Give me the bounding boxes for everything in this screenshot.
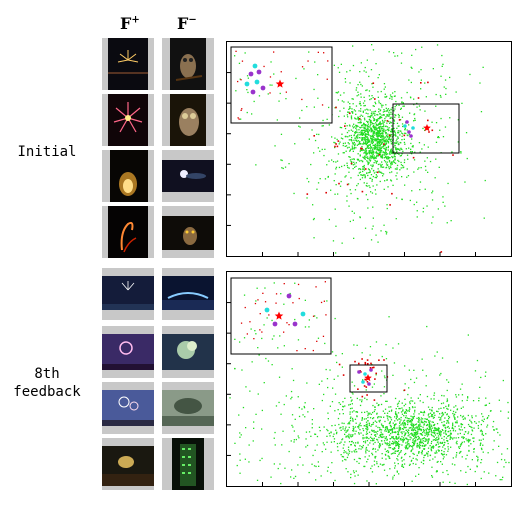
fireworks-city-icon — [102, 438, 154, 490]
fireworks-night-icon — [102, 38, 154, 90]
inset-selected-marker — [252, 63, 258, 69]
inset-positive-marker — [292, 321, 298, 327]
inset-query-star — [275, 79, 285, 88]
positive-marker — [369, 368, 373, 372]
fireworks-ground-icon — [102, 150, 154, 202]
query-star — [423, 124, 431, 132]
selected-marker — [411, 126, 415, 130]
positive-marker — [407, 130, 411, 134]
bridge-landscape-icon — [162, 382, 214, 434]
fire-dancer-icon — [102, 206, 154, 258]
axis-ticks — [227, 72, 476, 256]
negative-header-letter: F — [177, 14, 189, 33]
owl-closeup-icon — [162, 94, 214, 146]
tower-green-lights-icon — [162, 438, 214, 490]
scatter-plot-svg — [227, 277, 510, 486]
positive-marker — [357, 370, 361, 374]
owl-perched-icon — [162, 38, 214, 90]
fireworks-purple-sky-icon — [102, 326, 154, 378]
selected-marker — [403, 124, 407, 128]
selected-marker — [363, 372, 367, 376]
selected-marker — [361, 380, 365, 384]
query-star — [364, 374, 372, 382]
zoom-region-box — [349, 364, 388, 393]
inset-positive-marker — [260, 85, 266, 91]
row-label-feedback-line1: 8th — [34, 366, 60, 382]
inset-positive-marker — [286, 293, 292, 299]
row-label-initial-line: Initial — [17, 144, 77, 160]
positive-header-letter: F — [120, 14, 132, 33]
positive-marker — [409, 134, 413, 138]
owl-flying-icon — [162, 206, 214, 258]
background-points — [229, 316, 510, 486]
tree-aerial-icon — [162, 326, 214, 378]
positive-marker — [405, 120, 409, 124]
zoom-region-box — [392, 103, 460, 154]
moon-clouds-icon — [162, 150, 214, 202]
inset-positive-marker — [256, 69, 262, 75]
inset-selected-marker — [300, 311, 306, 317]
positive-header-sup: + — [131, 14, 140, 26]
zoom-inset-points — [234, 50, 330, 122]
inset-positive-marker — [250, 89, 256, 95]
inset-selected-marker — [244, 81, 250, 87]
stadium-night-icon — [162, 268, 214, 320]
positive-marker — [367, 382, 371, 386]
scatter-plot-svg — [227, 44, 486, 256]
positive-column-header: F+ — [120, 14, 140, 33]
row-label-feedback: 8th feedback — [4, 365, 90, 401]
axis-ticks — [227, 302, 476, 486]
inset-positive-marker — [272, 321, 278, 327]
fireworks-burst-icon — [102, 94, 154, 146]
row-label-feedback-line2: feedback — [13, 384, 81, 400]
negative-points — [301, 81, 454, 253]
background-points — [255, 44, 486, 254]
fireworks-harbor-icon — [102, 268, 154, 320]
scatter-panel-initial — [226, 41, 512, 257]
inset-selected-marker — [264, 307, 270, 313]
fireworks-bridge-icon — [102, 382, 154, 434]
negative-column-header: F− — [177, 14, 197, 33]
inset-positive-marker — [248, 71, 254, 77]
zoom-inset-points — [234, 281, 328, 352]
scatter-panel-feedback — [226, 271, 512, 487]
negative-header-sup: − — [188, 14, 197, 26]
inset-query-star — [274, 311, 284, 320]
negative-points — [338, 358, 406, 401]
row-label-initial: Initial — [8, 143, 86, 161]
inset-selected-marker — [254, 79, 260, 85]
